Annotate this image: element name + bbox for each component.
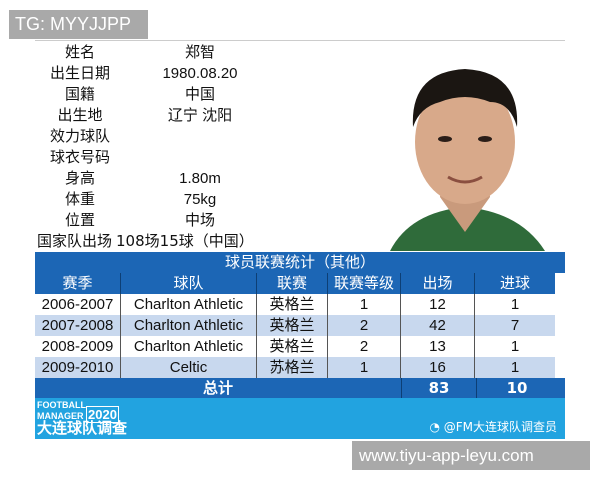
profile-label: 球衣号码 [49,148,110,166]
national-label: 国家队出场 [37,232,113,250]
table-cell: 1 [475,357,555,378]
profile-row: 出生日期 1980.08.20 [35,63,365,84]
table-cell: 2 [328,336,401,357]
table-row: 2006-2007 Charlton Athletic 英格兰 1 12 1 [35,294,565,315]
table-cell: 42 [401,315,475,336]
profile-row: 身高 1.80m [35,168,365,189]
profile-label: 身高 [64,169,95,187]
watermark-bottom: www.tiyu-app-leyu.com [352,441,590,470]
profile-row: 国籍 中国 [35,84,365,105]
column-header: 球队 [121,273,257,294]
watermark-top: TG: MYYJJPP [9,10,148,39]
profile-label: 出生地 [57,106,103,124]
profile-value: 1980.08.20 [162,65,238,82]
table-cell: 2 [328,315,401,336]
table-row: 2009-2010 Celtic 苏格兰 1 16 1 [35,357,565,378]
table-cell: 12 [401,294,475,315]
national-row: 国家队出场 108场15球（中国） [35,231,365,252]
profile-row: 出生地 辽宁 沈阳 [35,105,365,126]
column-header: 联赛 [257,273,328,294]
profile-row: 位置 中场 [35,210,365,231]
table-cell: 2009-2010 [35,357,121,378]
profile-row: 姓名 郑智 [35,42,365,63]
logo-cn: 大连球队调查 [37,420,128,437]
player-card: 姓名 郑智出生日期 1980.08.20 国籍 中国出生地 辽宁 沈阳效力球队球衣号码身高… [35,40,565,439]
profile-value: 辽宁 沈阳 [167,107,233,124]
profile-row: 体重 75kg [35,189,365,210]
column-header: 出场 [401,273,475,294]
profile-row: 效力球队 [35,126,365,147]
column-header: 进球 [475,273,555,294]
logo-year: 2020 [86,406,119,423]
player-photo [370,47,565,251]
profile-value: 郑智 [184,44,215,61]
logo-line1: FOOTBALL [37,400,86,410]
table-title: 球员联赛统计（其他） [35,252,565,273]
table-cell: 16 [401,357,475,378]
table-cell: 英格兰 [257,315,328,336]
profile-label: 姓名 [64,43,95,61]
table-cell: 英格兰 [257,294,328,315]
table-cell: 13 [401,336,475,357]
total-goals: 10 [476,378,557,399]
table-cell: Charlton Athletic [121,315,257,336]
footer-banner: FOOTBALL MANAGER 2020 大连球队调查 ◔ @FM大连球队调查… [35,398,565,439]
table-cell: 7 [475,315,555,336]
weibo-handle: ◔ @FM大连球队调查员 [429,418,557,435]
national-value: 108场15球（中国） [116,232,254,250]
weibo-text: @FM大连球队调查员 [443,420,557,434]
table-cell: Celtic [121,357,257,378]
table-row: 2007-2008 Charlton Athletic 英格兰 2 42 7 [35,315,565,336]
column-header: 联赛等级 [328,273,401,294]
profile-value: 中国 [184,86,215,103]
profile-label: 国籍 [64,85,95,103]
table-cell: 1 [475,294,555,315]
column-header: 赛季 [35,273,121,294]
table-cell: 2007-2008 [35,315,121,336]
weibo-icon: ◔ [429,420,444,434]
table-row: 2008-2009 Charlton Athletic 英格兰 2 13 1 [35,336,565,357]
total-apps: 83 [401,378,476,399]
table-cell: Charlton Athletic [121,336,257,357]
profile-label: 体重 [64,190,95,208]
profile-value: 75kg [183,191,217,208]
table-cell: 2006-2007 [35,294,121,315]
table-cell: 英格兰 [257,336,328,357]
profile-label: 效力球队 [49,127,110,145]
table-cell: Charlton Athletic [121,294,257,315]
table-cell: 2008-2009 [35,336,121,357]
table-cell: 1 [328,357,401,378]
logo-line2: MANAGER [37,411,84,421]
league-stats-table: 球员联赛统计（其他） 赛季 球队 联赛 联赛等级 出场 进球 2006-2007 Charl… [35,252,565,399]
total-label: 总计 [202,379,233,397]
profile-label: 位置 [64,211,95,229]
fm-logo: FOOTBALL MANAGER 2020 大连球队调查 [37,400,127,437]
table-cell: 1 [328,294,401,315]
table-cell: 苏格兰 [257,357,328,378]
total-row: 总计 83 10 [35,378,565,399]
profile-label: 出生日期 [49,64,110,82]
profile-value: 中场 [184,212,215,229]
table-header-row: 赛季 球队 联赛 联赛等级 出场 进球 [35,273,565,294]
profile-value: 1.80m [179,170,221,187]
profile-row: 球衣号码 [35,147,365,168]
table-cell: 1 [475,336,555,357]
